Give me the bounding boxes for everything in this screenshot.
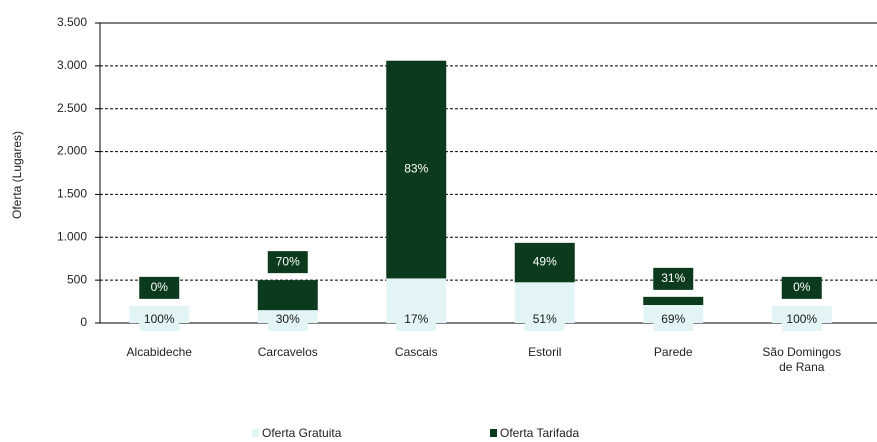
- x-tick-label: Parede: [654, 345, 693, 359]
- data-label-bg: [267, 309, 308, 331]
- y-tick-label: 0: [80, 315, 87, 329]
- bar-segment: [257, 280, 318, 311]
- data-label-bg: [139, 276, 180, 299]
- data-label-bg: [524, 251, 565, 274]
- x-tick-label: Estoril: [528, 345, 561, 359]
- data-label-bg: [139, 309, 180, 331]
- data-label: 83%: [404, 162, 428, 176]
- data-label: 30%: [276, 312, 300, 326]
- y-tick-label: 1.500: [57, 187, 87, 201]
- y-tick-label: 2.500: [57, 101, 87, 115]
- legend-label: Oferta Gratuita: [262, 426, 342, 440]
- data-label: 0%: [793, 280, 811, 294]
- legend-swatch: [252, 429, 259, 437]
- x-tick-label: Carcavelos: [258, 345, 318, 359]
- y-tick-label: 2.000: [57, 144, 87, 158]
- data-label: 100%: [786, 312, 817, 326]
- data-label-bg: [267, 251, 308, 274]
- x-tick-label: São Domingos de Rana: [762, 345, 841, 374]
- data-label: 31%: [661, 271, 685, 285]
- y-tick-label: 1.000: [57, 229, 87, 243]
- legend-label: Oferta Tarifada: [500, 426, 579, 440]
- bar-segment: [643, 296, 704, 305]
- data-label: 49%: [533, 255, 557, 269]
- data-label: 0%: [151, 280, 169, 294]
- data-label: 17%: [404, 312, 428, 326]
- y-axis-label: Oferta (Lugares): [10, 131, 24, 219]
- x-tick-label: Alcabideche: [127, 345, 193, 359]
- data-label: 51%: [533, 312, 557, 326]
- y-tick-label: 3.000: [57, 58, 87, 72]
- data-label-bg: [653, 309, 694, 331]
- data-label: 70%: [276, 254, 300, 268]
- data-label-bg: [396, 309, 437, 331]
- legend-swatch: [490, 429, 497, 437]
- data-label-bg: [524, 309, 565, 331]
- y-tick-label: 3.500: [57, 15, 87, 29]
- data-label-bg: [781, 276, 822, 299]
- data-label-bg: [653, 267, 694, 290]
- data-label-bg: [396, 158, 437, 181]
- y-tick-label: 500: [67, 272, 87, 286]
- data-label: 69%: [661, 312, 685, 326]
- data-label: 100%: [144, 312, 175, 326]
- x-tick-label: Cascais: [395, 345, 438, 359]
- data-label-bg: [781, 309, 822, 331]
